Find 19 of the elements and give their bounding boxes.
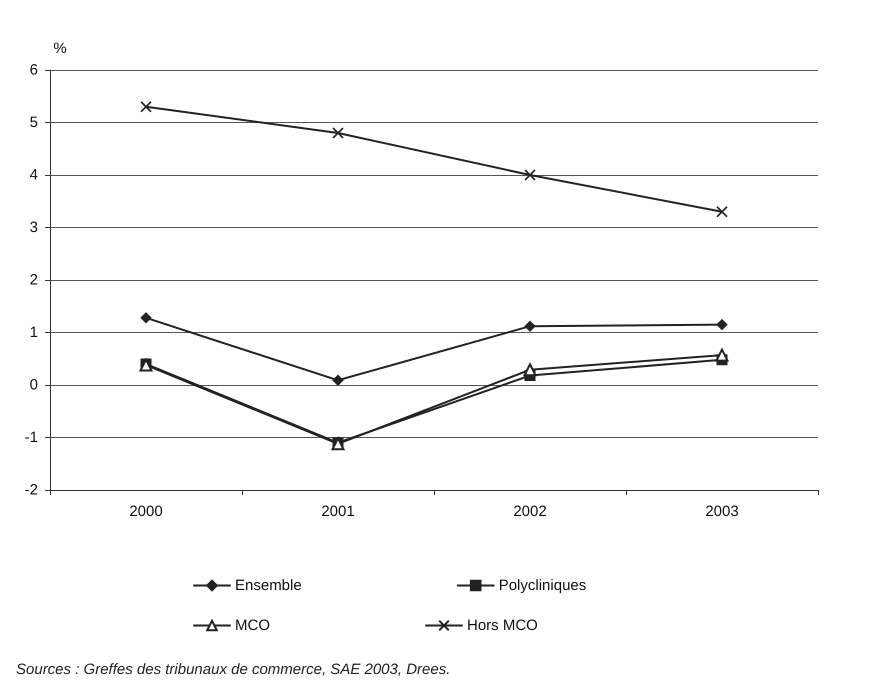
- legend-label: MCO: [235, 617, 270, 634]
- x-tick-label: 2003: [705, 503, 739, 520]
- x-tick-label: 2002: [513, 503, 547, 520]
- legend-label: Ensemble: [235, 577, 302, 594]
- y-tick-label: -2: [24, 482, 38, 498]
- legend-label: Polycliniques: [498, 577, 586, 594]
- y-tick-label: 1: [30, 324, 38, 341]
- y-tick-label: -1: [24, 429, 38, 446]
- y-tick-label: 6: [30, 62, 38, 78]
- y-tick-label: 5: [30, 114, 38, 131]
- source-note: Sources : Greffes des tribunaux de commerce, SAE 2003, Drees.: [16, 661, 450, 678]
- x-tick-label: 2000: [129, 503, 163, 520]
- x-tick-label: 2001: [321, 503, 355, 520]
- y-tick-label: 3: [30, 219, 38, 236]
- y-tick-label: 2: [30, 272, 38, 288]
- y-tick-label: 0: [30, 376, 38, 394]
- y-axis-title: %: [53, 40, 67, 57]
- y-tick-label: 4: [30, 166, 38, 184]
- legend-label: Hors MCO: [466, 617, 538, 634]
